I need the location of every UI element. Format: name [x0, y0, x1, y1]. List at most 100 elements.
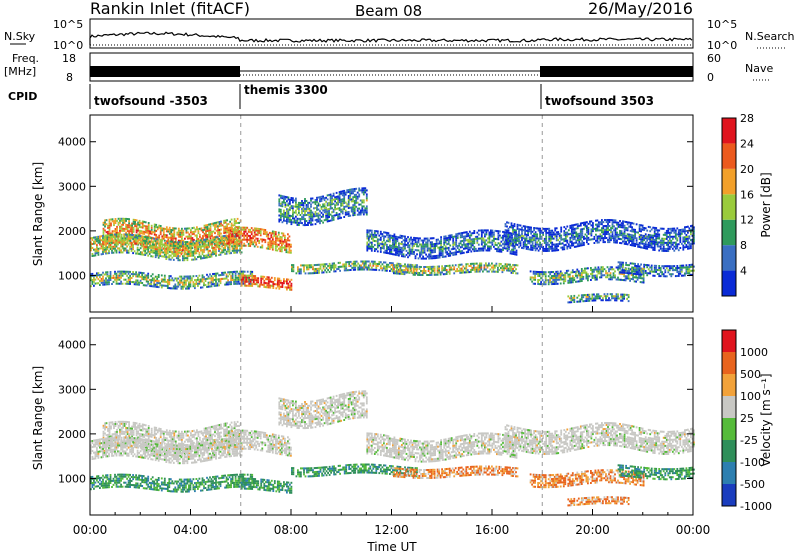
power-cell	[413, 253, 415, 255]
power-cell	[512, 228, 514, 231]
power-cell	[225, 236, 228, 239]
power-cell	[284, 205, 287, 208]
power-cell	[129, 247, 131, 250]
power-cell	[148, 246, 151, 249]
power-cell	[141, 238, 144, 241]
power-cell	[115, 276, 118, 279]
power-cell	[188, 285, 190, 288]
power-cell	[270, 280, 273, 283]
power-cell	[278, 200, 281, 203]
power-cell	[197, 238, 200, 241]
power-cell	[331, 201, 333, 204]
power-cell	[229, 243, 232, 246]
power-cell	[386, 265, 388, 268]
power-cell	[120, 227, 123, 230]
power-cell	[112, 235, 115, 238]
power-cell	[435, 256, 438, 259]
power-cell	[143, 224, 146, 227]
power-cell	[121, 272, 124, 275]
power-cell	[329, 201, 332, 204]
power-cell	[129, 226, 132, 229]
power-cell	[245, 280, 248, 283]
power-cell	[244, 238, 247, 241]
power-cell	[317, 196, 320, 199]
power-cell	[215, 236, 217, 239]
power-cell	[480, 249, 483, 252]
power-cell	[337, 266, 340, 268]
power-cell	[586, 227, 588, 230]
power-cell	[649, 226, 652, 229]
power-cell	[182, 283, 184, 286]
power-cell	[404, 255, 406, 258]
power-cell	[347, 205, 350, 207]
power-cell	[249, 239, 252, 241]
power-cell	[111, 233, 113, 236]
power-cell	[379, 242, 382, 245]
power-cell	[238, 231, 240, 234]
power-cell	[375, 268, 378, 271]
power-cell	[161, 235, 164, 238]
power-cell	[414, 237, 417, 240]
power-cell	[468, 246, 471, 249]
power-cell	[366, 241, 369, 244]
power-cell	[182, 249, 184, 252]
power-cell	[168, 287, 171, 290]
power-cell	[467, 234, 470, 237]
power-cell	[542, 249, 544, 252]
power-cell	[104, 221, 106, 224]
power-cell	[485, 264, 487, 267]
power-cell	[452, 247, 455, 250]
power-cell	[362, 187, 365, 190]
power-cell	[543, 249, 546, 252]
power-cell	[237, 237, 240, 240]
power-cell	[647, 246, 650, 248]
power-cell	[251, 274, 254, 277]
power-cell	[91, 243, 94, 245]
power-cell	[458, 242, 461, 245]
power-cell	[167, 240, 170, 243]
power-cell	[164, 234, 167, 236]
power-cell	[197, 239, 199, 242]
power-cell	[250, 243, 253, 246]
power-cell	[135, 219, 138, 222]
power-cell	[480, 237, 483, 240]
power-cell	[118, 241, 121, 244]
power-cell	[201, 286, 204, 289]
power-cell	[166, 285, 169, 287]
power-cell	[426, 249, 429, 252]
power-cell	[395, 247, 397, 250]
power-cell	[218, 243, 221, 245]
power-cell	[229, 239, 232, 242]
power-cell	[111, 283, 113, 285]
power-cell	[118, 247, 121, 250]
power-cell	[286, 222, 288, 225]
power-cell	[444, 241, 447, 244]
power-cell	[150, 230, 153, 233]
power-cell	[389, 262, 391, 264]
power-cell	[120, 217, 123, 220]
power-cell	[274, 237, 277, 240]
power-cell	[287, 218, 290, 221]
power-cell	[221, 237, 223, 240]
power-cell	[105, 252, 107, 255]
power-cell	[343, 267, 346, 270]
power-cell	[625, 237, 627, 239]
power-cell	[192, 258, 195, 261]
power-cell	[602, 237, 605, 240]
power-cell	[234, 245, 236, 247]
power-cell	[121, 270, 124, 273]
power-cell	[112, 274, 115, 277]
power-cell	[157, 280, 160, 283]
power-cell	[264, 229, 267, 231]
power-cell	[320, 207, 323, 210]
power-cell	[334, 270, 337, 273]
power-cell	[161, 245, 164, 248]
power-cell	[500, 244, 503, 247]
power-cell	[165, 236, 168, 239]
power-cell	[192, 254, 195, 257]
power-cell	[284, 244, 286, 247]
power-cell	[246, 280, 249, 283]
power-cell	[414, 273, 416, 276]
power-cell	[271, 238, 274, 241]
power-cell	[522, 247, 525, 250]
